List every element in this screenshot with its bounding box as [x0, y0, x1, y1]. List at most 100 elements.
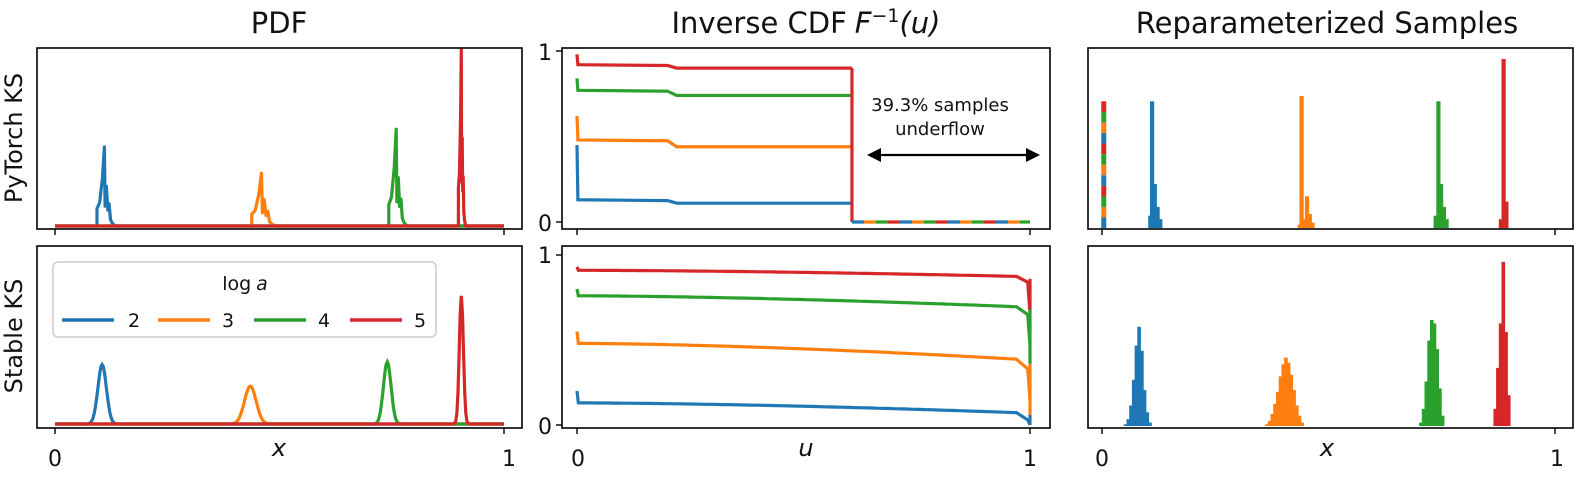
legend-label-5: 5 — [414, 310, 426, 332]
hist-pytorch-bar-2-3 — [1155, 206, 1160, 228]
frame-samples-pytorch — [1087, 47, 1574, 230]
icdf-stable-series-3 — [575, 331, 1032, 400]
hist-stable-bar-3-5 — [1278, 376, 1283, 426]
hist-stable-bar-2-5 — [1137, 326, 1141, 426]
icdf-stable-series-2 — [575, 390, 1032, 426]
hist-stable-bar-5-0 — [1493, 408, 1497, 426]
panel-samples-stable — [1101, 261, 1556, 434]
hist-underflow-segment-8 — [1101, 133, 1107, 144]
hist-stable-bar-2-0 — [1123, 424, 1128, 426]
hist-stable-bar-4-3 — [1427, 340, 1431, 426]
hist-pytorch-bar-2-1 — [1150, 101, 1155, 228]
annotation-arrow — [867, 148, 1040, 162]
row-label-stable: Stable KS — [0, 279, 28, 394]
hist-stable-bar-5-5 — [1507, 395, 1511, 426]
hist-pytorch-bar-2-2 — [1152, 184, 1157, 228]
frame-icdf-stable — [561, 245, 1051, 429]
panel-icdf-pytorch — [556, 50, 1031, 235]
hist-pytorch-bar-3-2 — [1302, 219, 1307, 228]
hist-stable-bar-3-3 — [1273, 403, 1277, 426]
tick-pdf-x-1: 1 — [502, 447, 516, 472]
hist-stable-bar-3-2 — [1270, 414, 1275, 426]
legend-box — [52, 261, 437, 338]
tick-samples-x-0: 0 — [1095, 447, 1109, 472]
hist-stable-bar-4-1 — [1421, 408, 1426, 426]
frame-icdf-pytorch — [561, 47, 1051, 230]
pdf-stable-series-4 — [55, 357, 504, 426]
hist-pytorch-bar-3-4 — [1307, 213, 1312, 228]
hist-stable-bar-5-2 — [1498, 323, 1503, 426]
legend-title-prefix: log — [222, 273, 251, 295]
frame-pdf-pytorch — [36, 47, 523, 230]
tick-icdf-x-1: 1 — [1023, 447, 1037, 472]
tick-icdf-top-y-1: 1 — [538, 41, 552, 66]
panel-pdf-pytorch — [54, 48, 505, 235]
frame-samples-stable — [1087, 245, 1574, 429]
hist-pytorch-bar-3-1 — [1299, 96, 1304, 228]
hist-stable-bar-2-6 — [1140, 350, 1144, 426]
tick-samples-x-1: 1 — [1550, 447, 1564, 472]
hist-stable-bar-2-3 — [1131, 379, 1136, 426]
title-inverse-cdf-text: Inverse CDF — [671, 6, 846, 40]
hist-underflow-segment-6 — [1101, 154, 1107, 165]
frame-pdf-stable — [36, 245, 523, 429]
hist-stable-bar-5-4 — [1504, 331, 1508, 426]
tick-icdf-top-y-0: 0 — [538, 212, 552, 237]
hist-underflow-segment-2 — [1101, 196, 1107, 207]
hist-pytorch-bar-4-3 — [1441, 206, 1446, 228]
hist-stable-bar-4-2 — [1424, 381, 1429, 426]
hist-underflow-segment-4 — [1101, 175, 1107, 186]
pdf-stable-series-3 — [55, 384, 504, 426]
hist-stable-bar-4-6 — [1435, 349, 1439, 426]
hist-stable-bar-2-1 — [1126, 419, 1131, 426]
hist-stable-bar-3-11 — [1295, 405, 1299, 426]
row-label-pytorch: PyTorch KS — [0, 73, 28, 203]
hist-stable-bar-4-7 — [1438, 388, 1442, 426]
xlabel-icdf: u — [798, 434, 813, 462]
hist-underflow-segment-10 — [1101, 111, 1107, 123]
tick-pdf-x-0: 0 — [48, 447, 62, 472]
hist-stable-bar-2-8 — [1145, 412, 1150, 426]
hist-underflow-segment-5 — [1101, 164, 1107, 176]
hist-stable-bar-5-1 — [1496, 367, 1500, 426]
hist-pytorch-bar-5-1 — [1501, 59, 1506, 228]
hist-pytorch-bar-3-3 — [1304, 196, 1310, 228]
icdf-pytorch-series-2 — [575, 145, 852, 205]
title-inverse-cdf-math: F — [855, 6, 873, 40]
title-inverse-cdf-sup: −1 — [871, 5, 899, 27]
panel-icdf-stable — [556, 254, 1032, 434]
hist-pytorch-bar-4-2 — [1439, 184, 1444, 228]
icdf-pytorch-series-5 — [575, 54, 852, 70]
hist-pytorch-bar-4-0 — [1433, 215, 1438, 228]
hist-underflow-segment-7 — [1101, 143, 1107, 155]
hist-stable-bar-5-3 — [1501, 261, 1506, 426]
hist-underflow-segment-3 — [1101, 185, 1107, 197]
icdf-stable-series-4 — [575, 288, 1032, 346]
xlabel-samples: x — [1319, 434, 1335, 462]
hist-stable-bar-3-12 — [1297, 415, 1302, 426]
icdf-pytorch-series-3 — [575, 115, 852, 149]
hist-pytorch-bar-2-4 — [1158, 219, 1163, 228]
hist-stable-bar-3-9 — [1289, 374, 1294, 426]
hist-stable-bar-2-7 — [1142, 390, 1147, 426]
panel-pdf-stable — [54, 295, 505, 434]
tick-icdf-bot-y-1: 1 — [538, 244, 552, 269]
legend-title: log a — [222, 273, 268, 295]
pdf-pytorch-series-3 — [55, 171, 504, 228]
title-samples: Reparameterized Samples — [1136, 6, 1518, 40]
hist-stable-bar-3-1 — [1267, 420, 1272, 426]
hist-underflow-segment-0 — [1101, 217, 1107, 228]
title-pdf: PDF — [251, 6, 308, 40]
hist-pytorch-bar-3-5 — [1310, 222, 1315, 228]
pdf-pytorch-series-2 — [55, 145, 504, 228]
pdf-stable-series-5 — [55, 295, 504, 426]
annotation-line-2: underflow — [895, 119, 985, 140]
title-inverse-cdf-arg: (u) — [899, 6, 940, 40]
hist-pytorch-bar-5-0 — [1498, 219, 1503, 228]
hist-stable-bar-3-13 — [1300, 422, 1304, 426]
hist-stable-bar-3-10 — [1292, 390, 1296, 426]
legend-label-3: 3 — [222, 310, 234, 332]
legend-label-4: 4 — [318, 310, 330, 332]
hist-pytorch-bar-5-2 — [1504, 201, 1509, 228]
